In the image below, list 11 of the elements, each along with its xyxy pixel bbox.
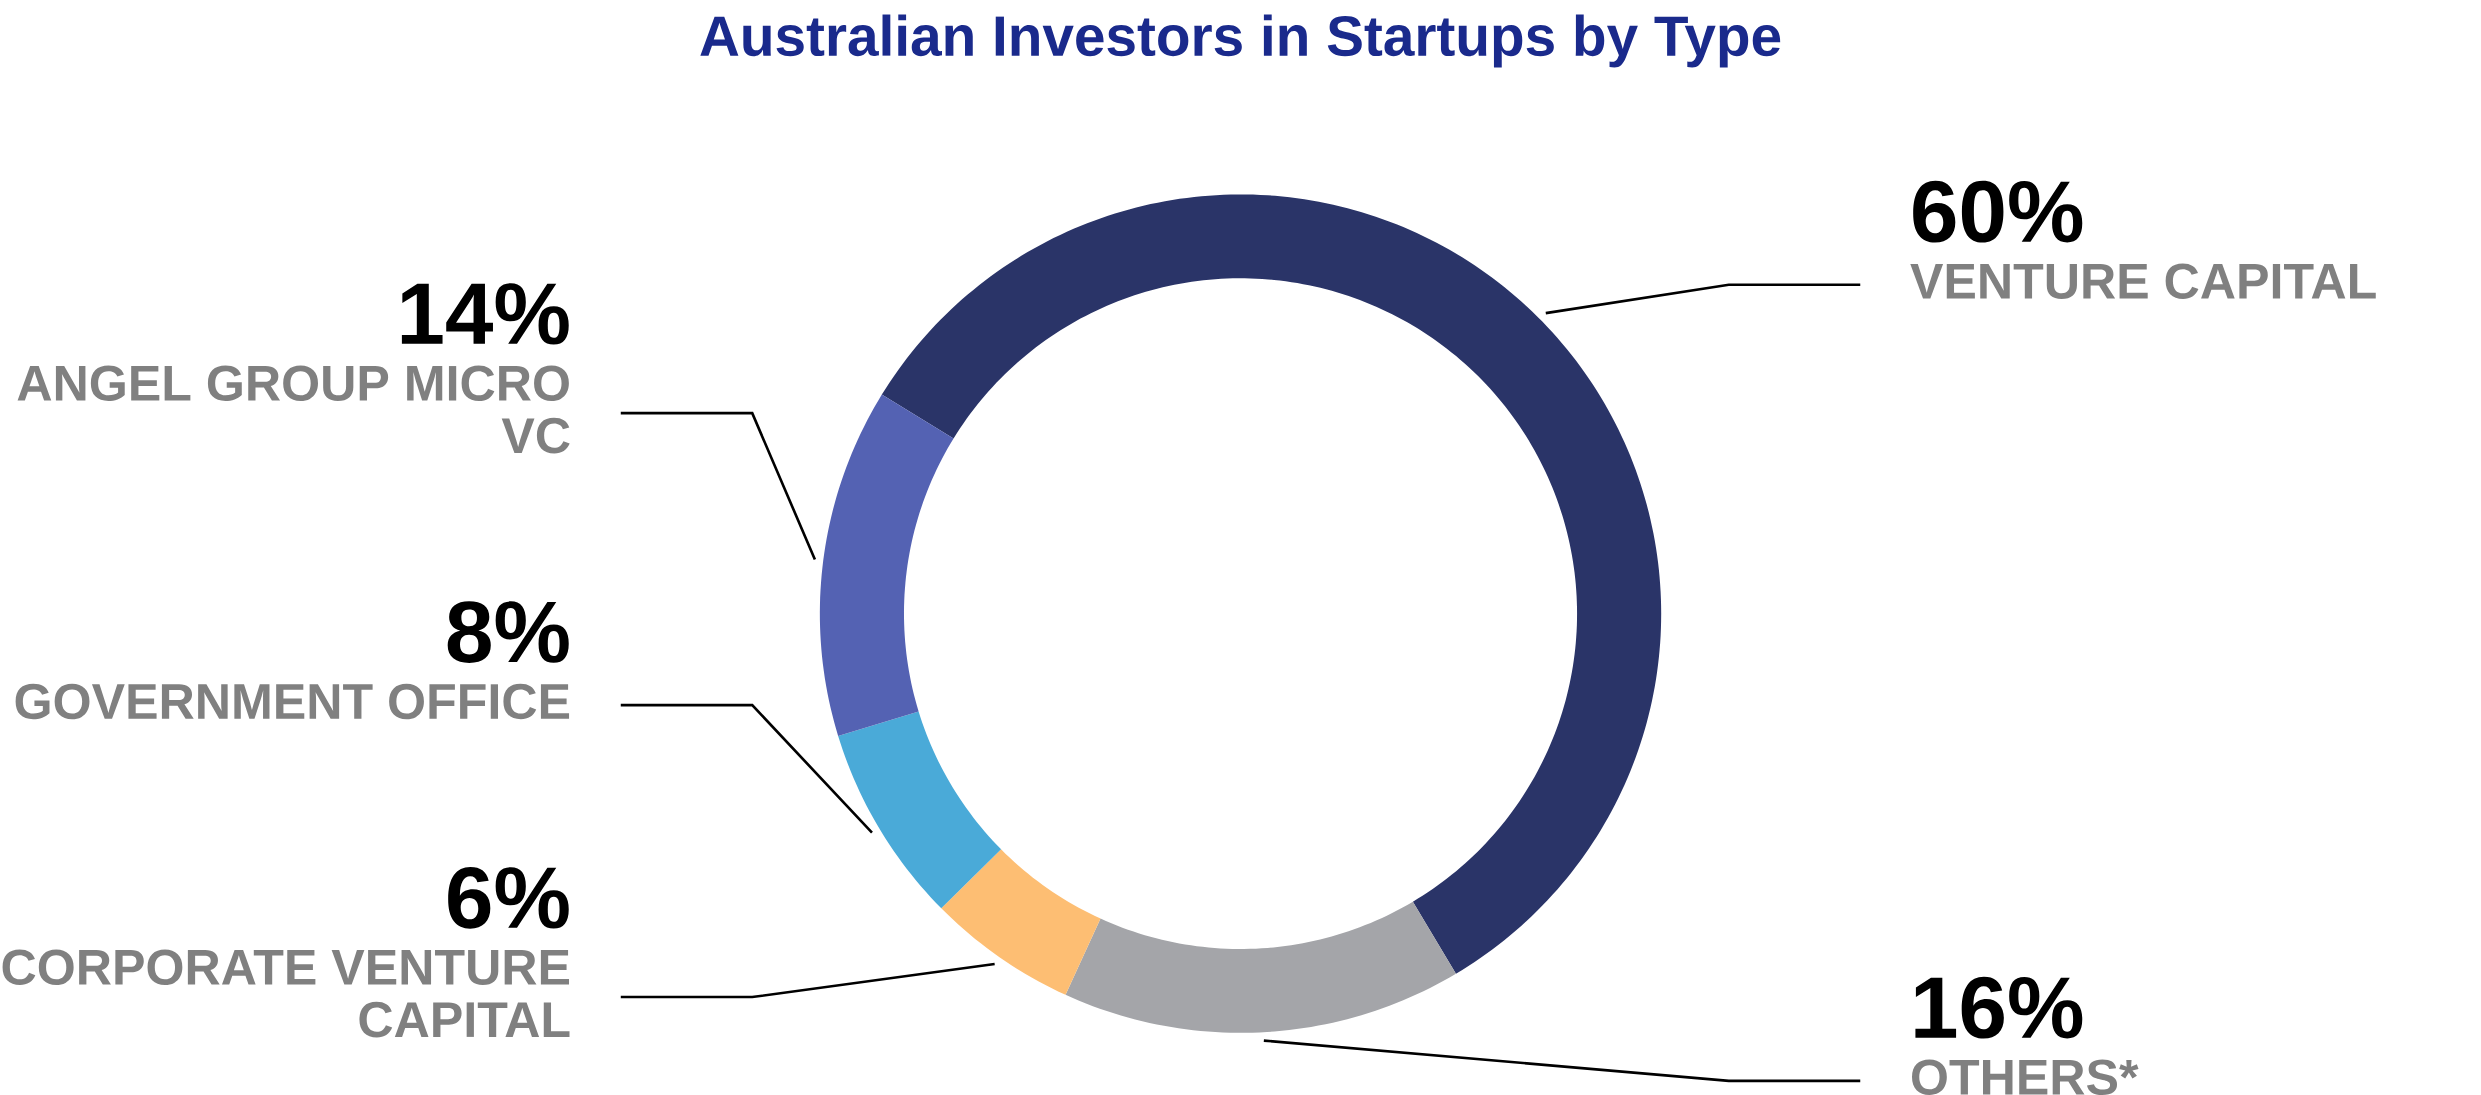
data-label: 60% — [1913, 180, 2083, 243]
slice-label: ANGEL GROUP MICRO VC — [17, 365, 570, 454]
data-label: 8% — [447, 601, 569, 663]
data-label: 16% — [1915, 976, 2083, 1039]
slice-label: GOVERNMENT OFFICE — [15, 683, 570, 720]
slice-label: OTHERS* — [1912, 1059, 2139, 1095]
slice-label: CORPORATE VENTURE CAPITAL — [2, 949, 570, 1038]
slice-label: VENTURE CAPITAL — [1910, 263, 2376, 299]
chart-title: Australian Investors in Startups by Type — [700, 14, 1781, 68]
data-label: 6% — [448, 866, 569, 929]
data-label: 14% — [401, 283, 569, 345]
